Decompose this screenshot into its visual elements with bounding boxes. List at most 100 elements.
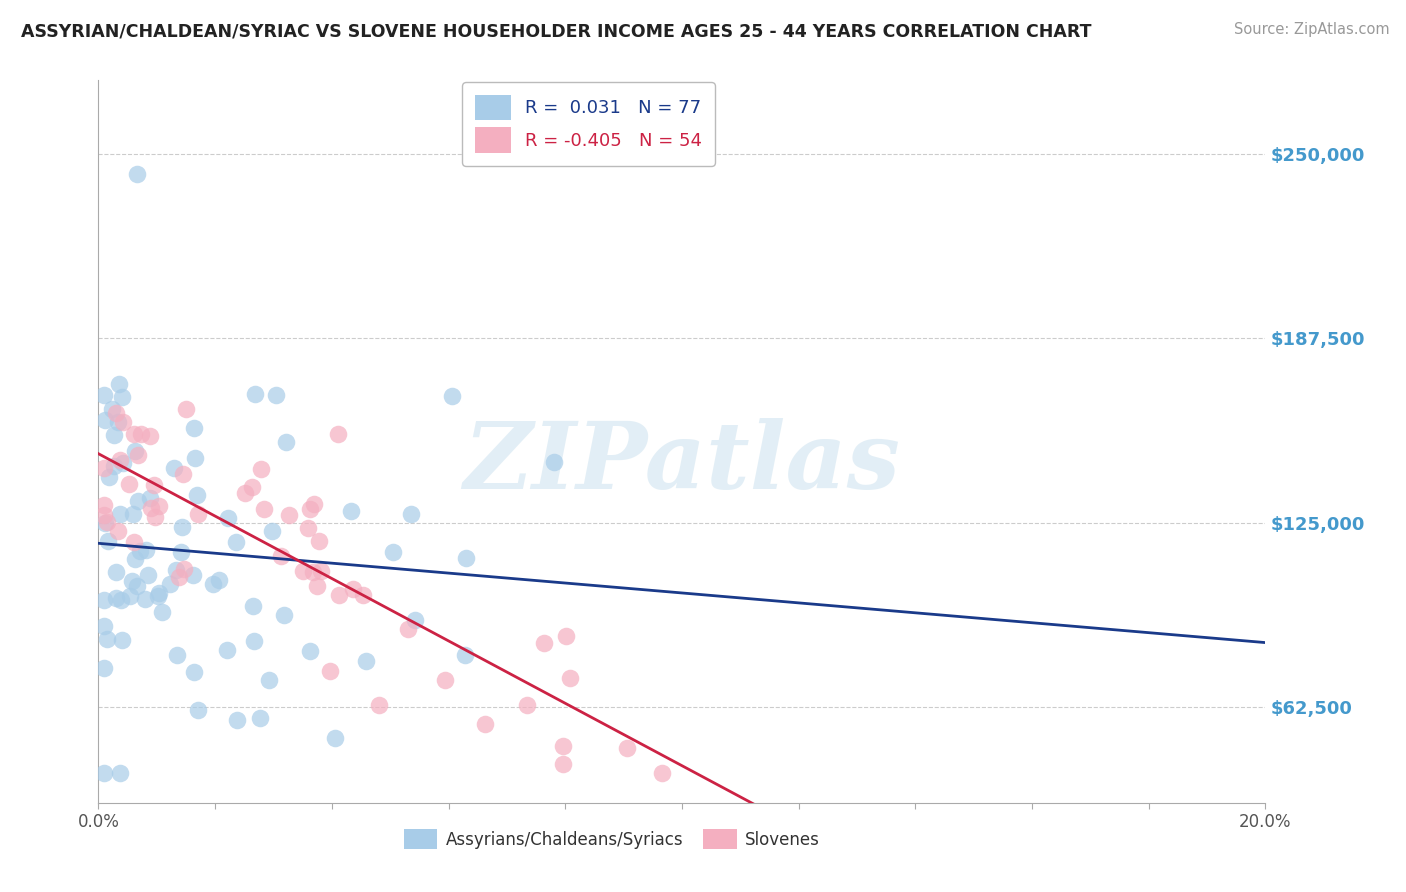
Point (323, 731, 346, 745)
Point (139, 501, 162, 516)
Point (93, 766, 115, 780)
Point (124, 551, 146, 566)
Point (148, 586, 170, 600)
Point (167, 570, 190, 584)
Point (328, 588, 350, 602)
Point (134, 592, 156, 607)
Point (93, 498, 115, 512)
Point (298, 501, 321, 516)
Point (93, 661, 115, 675)
Point (243, 386, 266, 401)
Point (150, 605, 173, 619)
Point (257, 673, 280, 687)
Point (187, 508, 209, 522)
Point (165, 563, 187, 577)
Point (96, 632, 118, 646)
Point (107, 524, 129, 539)
Point (94, 516, 117, 531)
Point (166, 648, 188, 662)
Point (298, 644, 321, 658)
Point (382, 545, 405, 559)
Point (396, 623, 419, 637)
Point (551, 739, 574, 754)
Point (112, 456, 135, 470)
Point (454, 648, 477, 662)
Point (93, 619, 115, 633)
Point (242, 480, 264, 494)
Point (367, 698, 389, 713)
Text: ASSYRIAN/CHALDEAN/SYRIAC VS SLOVENE HOUSEHOLDER INCOME AGES 25 - 44 YEARS CORREL: ASSYRIAN/CHALDEAN/SYRIAC VS SLOVENE HOUS… (21, 22, 1091, 40)
Point (117, 477, 139, 491)
Point (302, 497, 325, 511)
Point (242, 599, 264, 614)
Point (273, 608, 295, 623)
Point (105, 591, 128, 605)
Point (118, 589, 141, 603)
Point (101, 402, 124, 417)
Point (651, 766, 673, 780)
Point (616, 740, 638, 755)
Point (516, 698, 538, 712)
Point (122, 507, 145, 521)
Point (183, 421, 205, 435)
Point (122, 426, 145, 441)
Point (297, 520, 319, 534)
Point (129, 427, 152, 442)
Point (93, 593, 115, 607)
Point (111, 390, 134, 404)
Point (108, 507, 131, 521)
Point (543, 455, 565, 469)
Point (93, 413, 115, 427)
Point (125, 580, 148, 594)
Point (146, 590, 169, 604)
Text: Source: ZipAtlas.com: Source: ZipAtlas.com (1233, 22, 1389, 37)
Point (250, 462, 273, 476)
Point (139, 428, 162, 442)
Point (260, 524, 283, 538)
Point (105, 406, 128, 420)
Point (301, 565, 323, 579)
Point (225, 713, 247, 727)
Point (217, 642, 239, 657)
Point (328, 426, 350, 441)
Point (103, 458, 125, 473)
Point (170, 520, 193, 534)
Point (127, 494, 149, 508)
Point (354, 654, 377, 668)
Point (274, 434, 297, 449)
Point (159, 577, 181, 591)
Point (404, 613, 426, 627)
Point (139, 491, 162, 506)
Point (277, 508, 299, 523)
Point (249, 711, 271, 725)
Point (217, 511, 239, 525)
Point (307, 579, 329, 593)
Point (270, 549, 292, 563)
Point (441, 389, 464, 403)
Point (174, 402, 197, 417)
Point (96, 515, 118, 529)
Point (105, 565, 128, 579)
Point (93, 460, 115, 475)
Point (181, 568, 204, 582)
Point (163, 461, 186, 475)
Point (225, 535, 247, 549)
Point (342, 582, 364, 597)
Point (184, 450, 207, 465)
Point (456, 550, 478, 565)
Point (136, 568, 159, 582)
Point (292, 564, 315, 578)
Point (143, 509, 166, 524)
Point (187, 703, 209, 717)
Point (233, 486, 256, 500)
Point (208, 573, 231, 587)
Point (434, 673, 457, 687)
Legend: Assyrians/Chaldeans/Syriacs, Slovenes: Assyrians/Chaldeans/Syriacs, Slovenes (398, 822, 827, 856)
Point (169, 545, 191, 559)
Point (103, 428, 125, 442)
Point (173, 562, 195, 576)
Point (124, 535, 146, 549)
Point (128, 544, 150, 558)
Point (201, 576, 224, 591)
Point (125, 167, 148, 181)
